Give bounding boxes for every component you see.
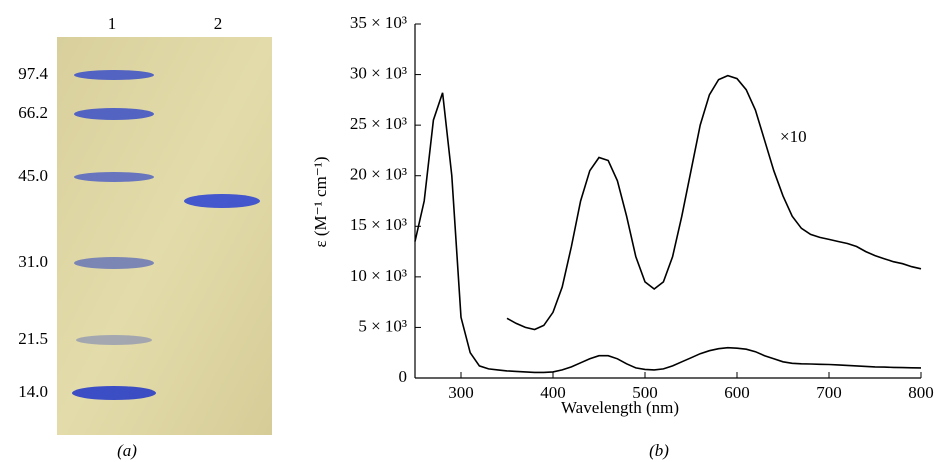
gel-band [74,108,154,120]
marker-label: 97.4 [18,64,48,83]
spectrum-line [506,74,922,331]
gel-image [57,37,272,435]
gel-panel: 1 2 97.4 66.2 45.0 31.0 21.5 14.0 (a) [18,14,272,460]
x-axis-label: Wavelength (nm) [561,398,679,417]
x-tick-label: 400 [540,383,566,402]
y-tick-label: 10 × 10³ [350,266,407,285]
x-tick-label: 700 [816,383,842,402]
y-tick-label: 0 [399,367,408,386]
x-tick-label: 500 [632,383,658,402]
gel-band [76,335,152,345]
gel-band [74,172,154,182]
panel-caption: (b) [649,441,669,460]
gel-band [74,257,154,269]
y-tick-label: 25 × 10³ [350,114,407,133]
annotation: ×10 [780,127,807,146]
x-tick-label: 800 [908,383,934,402]
gel-band [72,386,156,400]
y-tick-label: 5 × 10³ [358,316,407,335]
y-axis-label: ε (M⁻¹ cm⁻¹) [311,157,330,248]
y-tick-label: 15 × 10³ [350,215,407,234]
marker-label: 14.0 [18,382,48,401]
gel-band [74,70,154,80]
lane-label: 1 [108,14,117,33]
gel-band [184,194,260,208]
lane-label: 2 [214,14,223,33]
marker-label: 45.0 [18,166,48,185]
marker-label: 31.0 [18,252,48,271]
panel-caption: (a) [117,441,137,460]
x-tick-label: 300 [448,383,474,402]
marker-label: 21.5 [18,329,48,348]
spectrum-chart: Wavelength (nm) ε (M⁻¹ cm⁻¹) ×10 (b) 0 5 … [311,13,934,460]
y-tick-label: 30 × 10³ [350,63,407,82]
spectrum-line [414,92,922,374]
y-tick-label: 20 × 10³ [350,165,407,184]
marker-label: 66.2 [18,103,48,122]
y-tick-label: 35 × 10³ [350,13,407,32]
x-tick-label: 600 [724,383,750,402]
